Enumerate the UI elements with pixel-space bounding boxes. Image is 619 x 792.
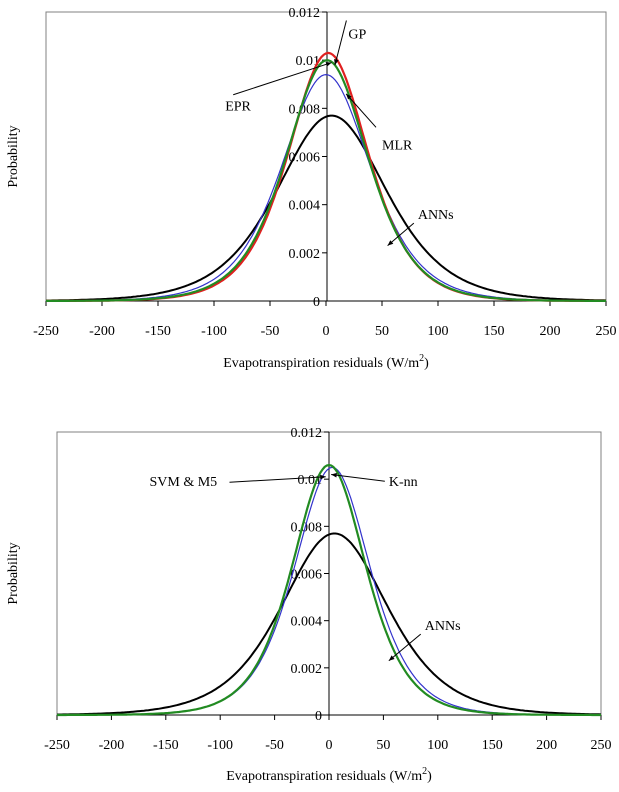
annotation-label: SVM & M5 (149, 475, 217, 490)
annotation-arrow (387, 222, 415, 246)
x-tick-label: -250 (44, 738, 70, 753)
x-axis-label: Evapotranspiration residuals (W/m2) (226, 766, 432, 784)
x-tick-label: 0 (323, 324, 330, 339)
x-axis-label-text: Evapotranspiration residuals (W/m (226, 769, 422, 784)
annotation-arrowhead (320, 474, 326, 480)
y-tick-label: 0.002 (291, 662, 323, 677)
annotation-label: GP (348, 27, 366, 42)
y-tick-label: 0.004 (291, 615, 323, 630)
x-tick-label: -150 (145, 324, 171, 339)
x-tick-label: 250 (591, 738, 612, 753)
x-tick-label: 150 (482, 738, 503, 753)
series-line-3 (57, 463, 601, 717)
annotation-arrow (334, 20, 347, 66)
x-tick-label: -200 (89, 324, 115, 339)
annotation-label: EPR (225, 100, 251, 115)
y-axis-label: Probability (6, 542, 21, 604)
y-tick-label: 0.002 (289, 247, 321, 262)
annotation-arrow (345, 93, 377, 128)
annotation-arrowhead (331, 472, 337, 478)
y-tick-label: 0.008 (291, 520, 323, 535)
y-tick-label: 0.012 (289, 6, 321, 21)
x-tick-label: 250 (596, 324, 617, 339)
x-axis-label-superscript: 2 (422, 766, 427, 777)
x-tick-label: -100 (207, 738, 233, 753)
x-tick-label: -250 (33, 324, 59, 339)
chart-1: -250 -200 -150 -100 -50 0 50 100 150 200 250 0 0.002… (6, 6, 617, 371)
x-axis-label-end: ) (424, 356, 429, 371)
y-tick-label: 0.006 (291, 568, 323, 583)
x-tick-label: 50 (376, 738, 390, 753)
x-axis-label-superscript: 2 (419, 353, 424, 364)
y-tick-label: 0.008 (289, 102, 321, 117)
x-axis-label-text: Evapotranspiration residuals (W/m (223, 356, 419, 371)
x-tick-label: 150 (484, 324, 505, 339)
x-tick-label: -150 (153, 738, 179, 753)
x-axis-label: Evapotranspiration residuals (W/m2) (223, 353, 429, 371)
annotation-arrow (331, 473, 385, 482)
annotation-arrowhead (346, 93, 352, 100)
annotation-arrow (388, 633, 422, 662)
series-line-3 (46, 51, 606, 302)
series-line-1 (46, 114, 607, 302)
x-tick-label: 200 (536, 738, 557, 753)
x-tick-label: 0 (326, 738, 333, 753)
annotation-label: ANNs (425, 619, 461, 634)
x-tick-label: -50 (265, 738, 284, 753)
x-tick-label: -50 (261, 324, 280, 339)
annotation-arrowhead (388, 655, 395, 661)
annotation-arrowhead (387, 240, 394, 246)
x-tick-label: 50 (375, 324, 389, 339)
y-tick-label: 0.01 (296, 54, 321, 69)
y-tick-label: 0 (313, 295, 320, 310)
x-tick-label: 100 (428, 324, 449, 339)
y-tick-label: 0.004 (289, 199, 321, 214)
y-tick-label: 0.012 (291, 426, 323, 441)
x-tick-label: 200 (540, 324, 561, 339)
annotation-arrowhead (325, 62, 332, 67)
annotation-arrow (233, 62, 332, 96)
annotation-label: MLR (382, 138, 413, 153)
y-tick-label: 0 (315, 709, 322, 724)
x-tick-label: -100 (201, 324, 227, 339)
x-tick-label: -200 (99, 738, 125, 753)
series-line-4 (46, 59, 606, 302)
annotation-label: K-nn (389, 475, 418, 490)
y-axis-label: Probability (6, 125, 21, 187)
annotation-label: ANNs (418, 208, 454, 223)
x-tick-label: 100 (427, 738, 448, 753)
annotation-arrowhead (334, 59, 339, 65)
annotation-arrow (229, 476, 326, 483)
chart-2: -250 -200 -150 -100 -50 0 50 100 150 200 250 0 0.002… (6, 426, 612, 784)
x-axis-label-end: ) (427, 769, 432, 784)
series-line-1 (57, 532, 602, 716)
